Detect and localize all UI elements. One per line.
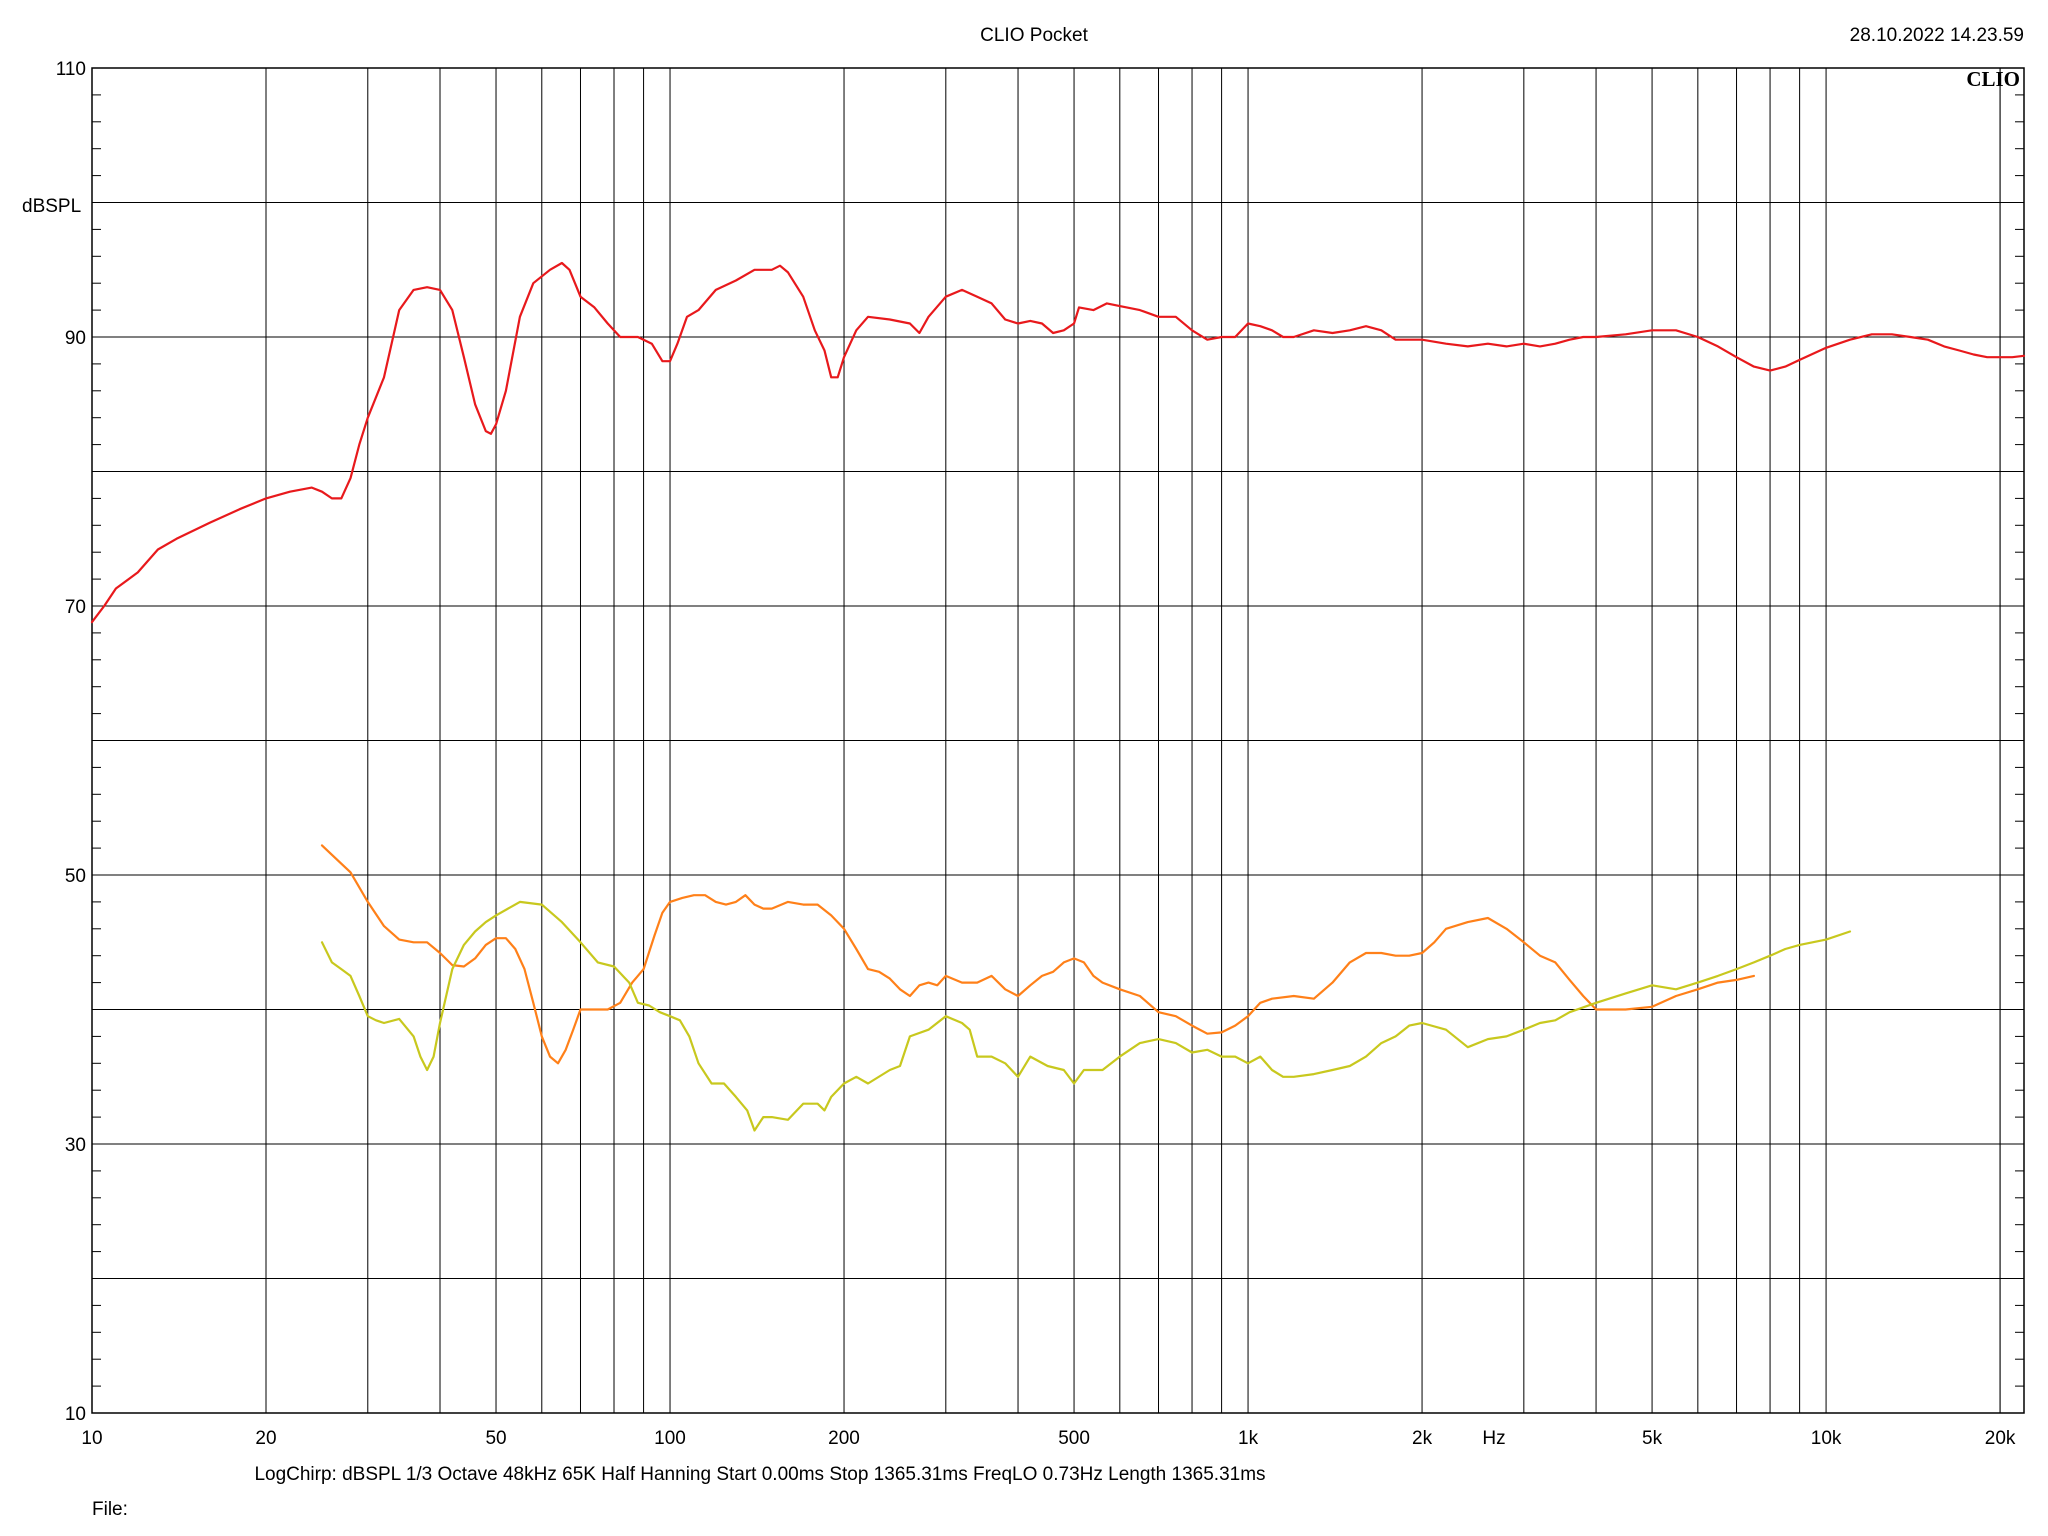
x-tick-label: 10 [81,1428,102,1449]
series-line-3 [320,900,1852,1132]
x-tick-label: 100 [654,1428,686,1449]
y-tick-label: 70 [65,597,86,618]
tick-marks [92,94,2024,1387]
x-tick-label: 50 [485,1428,506,1449]
x-tick-label: 20k [1985,1428,2016,1449]
measurement-settings: LogChirp: dBSPL 1/3 Octave 48kHz 65K Hal… [254,1464,1265,1485]
y-tick-label: 110 [56,59,86,80]
x-tick-label: 10k [1811,1428,1842,1449]
y-tick-labels: 10 30 50 70 90 110 [56,59,86,1425]
clio-logo: CLIO [1966,67,2020,91]
x-tick-label: 20 [255,1428,276,1449]
x-tick-label: 2k [1412,1428,1433,1449]
x-tick-labels: 10 20 50 100 200 500 1k 2k 5k 10k 20k [81,1428,2015,1449]
y-axis-label: dBSPL [22,196,81,217]
y-tick-label: 10 [65,1404,86,1425]
file-label: File: [92,1499,128,1520]
curves [90,261,2026,1132]
x-tick-label: 200 [828,1428,860,1449]
plot-frame [91,67,2025,1414]
y-tick-label: 50 [65,866,86,887]
series-line-2 [320,844,1755,1065]
x-tick-label: 500 [1058,1428,1090,1449]
x-tick-label: 1k [1238,1428,1259,1449]
x-tick-label: 5k [1642,1428,1663,1449]
grid [92,68,2024,1413]
series-line-1 [90,261,2026,624]
y-tick-label: 90 [65,328,86,349]
timestamp: 28.10.2022 14.23.59 [1850,25,2024,46]
y-tick-label: 30 [65,1135,86,1156]
x-axis-label: Hz [1482,1428,1505,1449]
chart-title: CLIO Pocket [980,25,1088,46]
